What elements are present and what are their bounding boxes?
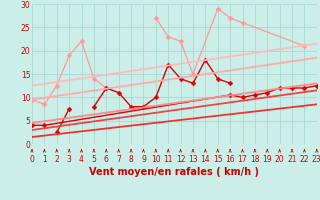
X-axis label: Vent moyen/en rafales ( km/h ): Vent moyen/en rafales ( km/h ) [89,167,260,177]
